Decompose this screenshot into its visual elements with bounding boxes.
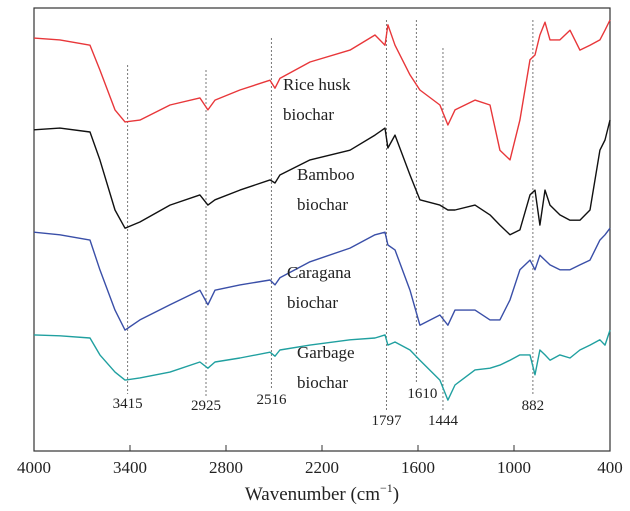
series-label: Bamboo biochar [297, 165, 355, 214]
x-tick-label: 3400 [113, 458, 147, 477]
marker-label: 3415 [113, 396, 143, 412]
x-tick-label: 1000 [497, 458, 531, 477]
x-axis-label-part: ) [393, 484, 399, 505]
x-tick-label: 1600 [401, 458, 435, 477]
x-tick-label: 2200 [305, 458, 339, 477]
marker-label: 1610 [407, 386, 437, 402]
series-line [33, 119, 611, 236]
series-line [33, 227, 611, 331]
series-line [33, 329, 611, 401]
x-axis-label-part: −1 [380, 481, 393, 495]
x-tick-label: 400 [597, 458, 623, 477]
x-axis-label: Wavenumber (cm−1) [245, 481, 399, 505]
marker-label: 1444 [428, 413, 459, 429]
x-axis-label-part: Wavenumber (cm [245, 484, 380, 505]
x-tick-label: 4000 [17, 458, 51, 477]
marker-label: 882 [522, 398, 545, 414]
marker-label: 1797 [371, 413, 402, 429]
marker-label: 2925 [191, 398, 221, 414]
x-tick-label: 2800 [209, 458, 243, 477]
series-label: Garbage biochar [297, 343, 355, 392]
series-label: Rice husk biochar [283, 75, 351, 124]
series-label: Caragana biochar [287, 263, 352, 312]
series-line [33, 19, 611, 161]
marker-label: 2516 [256, 392, 287, 408]
